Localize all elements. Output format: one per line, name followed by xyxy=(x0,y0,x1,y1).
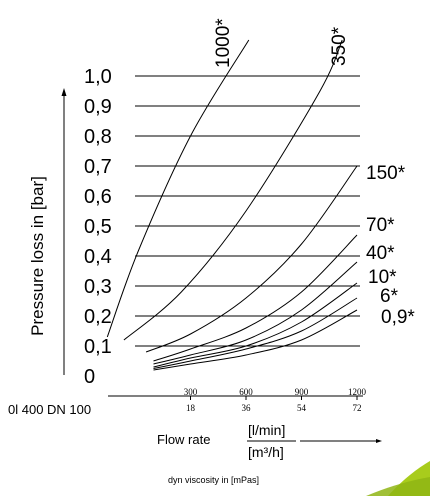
y-tick-label: 0,8 xyxy=(84,126,112,148)
y-tick-label: 0,5 xyxy=(84,216,112,238)
series-label: 6* xyxy=(380,286,399,307)
y-tick-label: 0,3 xyxy=(84,276,112,298)
y-tick-label: 0,9 xyxy=(84,96,112,118)
series-label: 10* xyxy=(368,267,397,288)
x-axis-title: Flow rate xyxy=(157,432,210,447)
x-tick-labels: 300 18 600 36 900 54 1200 72 xyxy=(108,387,367,413)
series-label: 1000* xyxy=(213,18,234,68)
x-tick-label-m3h: 18 xyxy=(186,403,196,413)
series-curves xyxy=(106,39,358,371)
series-line xyxy=(145,165,358,353)
footer-note: dyn viscosity in [mPas] xyxy=(168,475,259,485)
y-tick-labels: 1,0 0,9 0,8 0,7 0,6 0,5 0,4 0,3 0,2 0,1 0 xyxy=(84,66,112,388)
x-tick-label-lmin: 1200 xyxy=(348,387,367,397)
x-tick-label-m3h: 54 xyxy=(297,403,307,413)
series-line xyxy=(153,309,358,371)
y-tick-label: 0,2 xyxy=(84,306,112,328)
series-label: 150* xyxy=(366,163,406,184)
x-unit-lmin: [l/min] xyxy=(248,422,285,438)
series-label: 350* xyxy=(329,26,350,66)
x-tick-label-lmin: 600 xyxy=(239,387,253,397)
x-unit-m3h: [m³/h] xyxy=(248,444,284,460)
series-label: 70* xyxy=(366,215,395,236)
x-tick-label-m3h: 72 xyxy=(353,403,362,413)
series-label: 40* xyxy=(366,243,395,264)
x-tick-label-m3h: 36 xyxy=(242,403,252,413)
series-label: 0,9* xyxy=(381,307,415,328)
y-tick-label: 1,0 xyxy=(84,66,112,88)
x-tick-label-lmin: 300 xyxy=(184,387,198,397)
x-tick-label-lmin: 900 xyxy=(295,387,309,397)
y-tick-label: 0,4 xyxy=(84,246,112,268)
row-label: 0l 400 DN 100 xyxy=(8,402,91,417)
y-axis-arrowhead xyxy=(61,88,67,96)
series-line xyxy=(153,282,358,368)
series-line xyxy=(153,261,358,365)
y-tick-label: 0,6 xyxy=(84,186,112,208)
grid-lines xyxy=(135,75,360,347)
x-axis-arrowhead xyxy=(376,439,382,443)
brand-swoosh-shade xyxy=(366,477,430,496)
y-tick-label: 0,7 xyxy=(84,156,112,178)
series-line xyxy=(153,234,358,362)
series-labels: 1000* 350* 150* 70* 40* 10*6*0,9* xyxy=(213,18,415,328)
y-axis-label: Pressure loss in [bar] xyxy=(28,176,47,336)
series-line xyxy=(123,39,343,341)
series-line xyxy=(106,39,250,338)
y-tick-label: 0,1 xyxy=(84,336,112,358)
series-line xyxy=(153,297,358,369)
y-tick-label: 0 xyxy=(84,366,95,388)
